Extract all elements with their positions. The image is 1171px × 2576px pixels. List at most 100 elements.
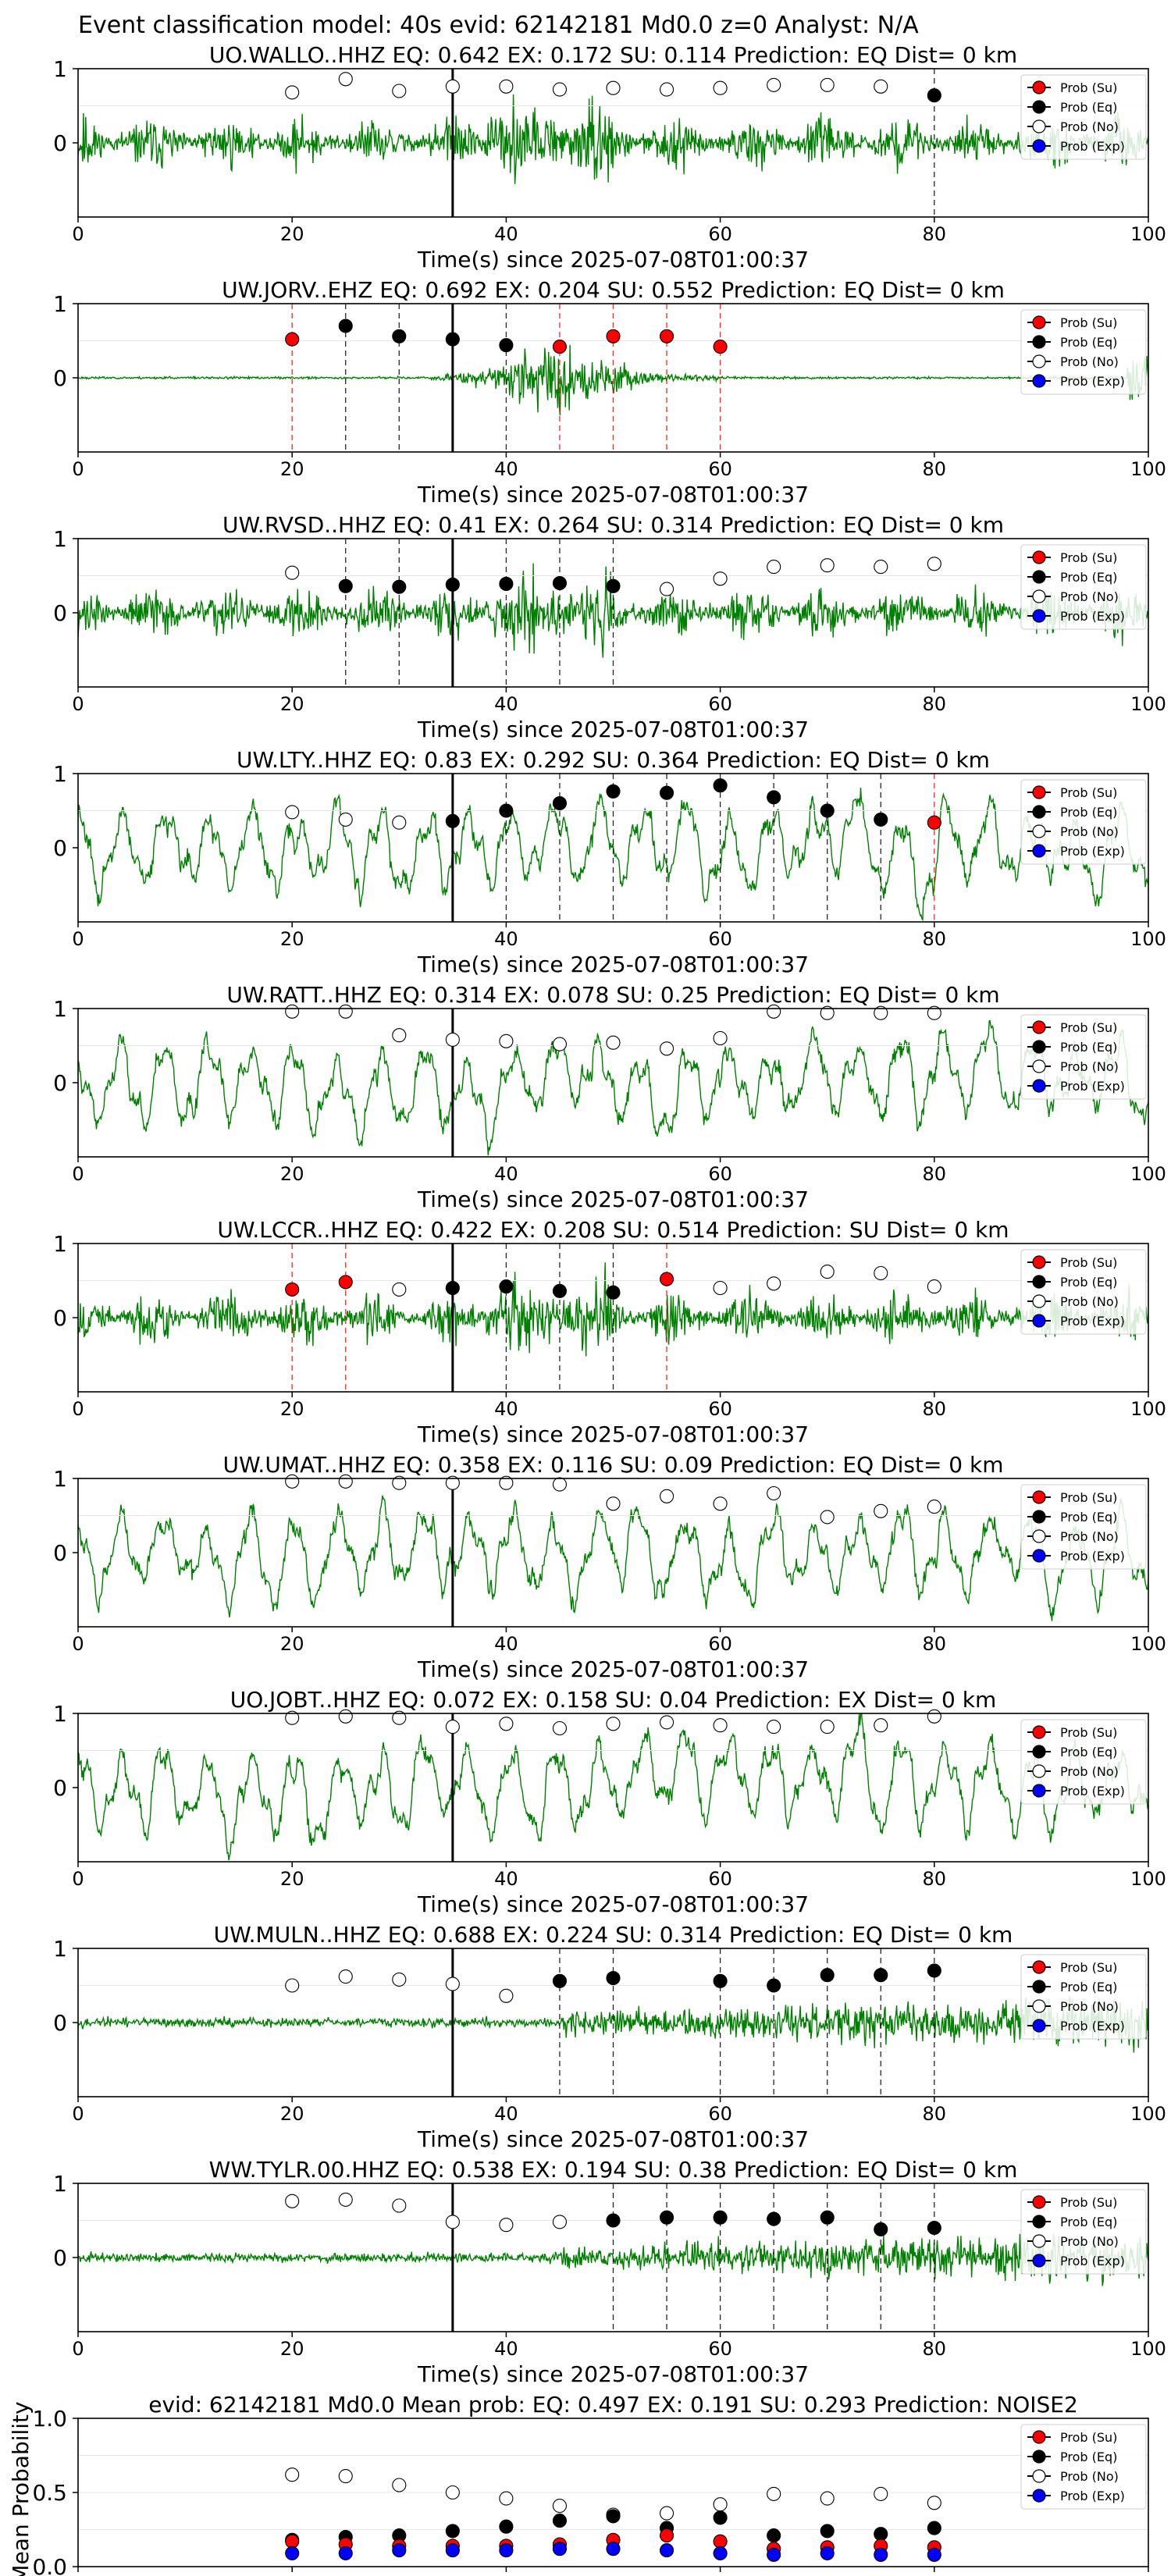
- x-tick-label: 20: [280, 928, 304, 950]
- prob-point-no: [445, 79, 460, 94]
- legend: Prob (Su) Prob (Eq) Prob (No) Prob (Exp): [1020, 74, 1147, 160]
- x-tick-label: 60: [708, 1633, 732, 1655]
- prob-point-no: [713, 1718, 728, 1733]
- legend-marker-exp: [1032, 609, 1046, 623]
- prob-point-su: [927, 815, 941, 830]
- prob-point-no: [285, 1004, 300, 1019]
- y-tick-label: 1: [53, 1936, 67, 1962]
- prob-point-no: [499, 2218, 514, 2233]
- prob-point-no: [445, 1032, 460, 1047]
- legend-marker-exp: [1032, 1549, 1046, 1563]
- prob-point-no: [927, 557, 941, 571]
- legend-marker-no: [1032, 1059, 1046, 1073]
- prob-point-no: [713, 1280, 728, 1296]
- prob-point-no: [499, 1988, 514, 2003]
- legend-marker-su: [1032, 1960, 1046, 1974]
- legend-label-su: Prob (Su): [1060, 2430, 1117, 2445]
- prob-point-eq: [659, 785, 674, 800]
- y-tick-label: 1: [53, 1231, 67, 1257]
- prob-point-no: [338, 1969, 353, 1984]
- x-tick-label: 80: [923, 1633, 947, 1655]
- x-tick-label: 20: [280, 1868, 304, 1890]
- axes-frame: [77, 773, 1149, 923]
- mean-point-eq: [767, 2528, 781, 2543]
- waveform-trace: [78, 788, 1148, 922]
- mean-point-exp: [606, 2542, 621, 2556]
- panel-title: UW.UMAT..HHZ EQ: 0.358 EX: 0.116 SU: 0.0…: [222, 1452, 1003, 1478]
- panel-WW.TYLR.00.HHZ: WW.TYLR.00.HHZ EQ: 0.538 EX: 0.194 SU: 0…: [53, 2157, 1166, 2387]
- y-tick-label: 0.5: [32, 2480, 67, 2506]
- axes-frame: [77, 538, 1149, 688]
- x-axis-label: Time(s) since 2025-07-08T01:00:37: [417, 482, 809, 507]
- prob-point-no: [713, 571, 728, 586]
- prob-point-no: [874, 560, 888, 575]
- mean-point-eq: [927, 2521, 941, 2535]
- prob-point-no: [767, 1276, 781, 1291]
- prob-point-no: [285, 85, 300, 100]
- y-tick-label: 0: [53, 1305, 67, 1331]
- prob-point-no: [338, 1004, 353, 1019]
- x-tick-label: 40: [494, 693, 518, 715]
- mean-point-no: [927, 2496, 941, 2510]
- prob-point-no: [606, 1717, 621, 1731]
- panel-title: UW.LTY..HHZ EQ: 0.83 EX: 0.292 SU: 0.364…: [237, 747, 990, 773]
- x-tick-label: 100: [1130, 2573, 1166, 2576]
- prob-point-no: [767, 1720, 781, 1735]
- prob-point-eq: [445, 577, 460, 592]
- prob-point-su: [659, 329, 674, 343]
- mean-point-no: [392, 2478, 407, 2492]
- legend-label-eq: Prob (Eq): [1060, 1745, 1117, 1759]
- legend-marker-exp: [1032, 2254, 1046, 2268]
- panel-UO.JOBT..HHZ: UO.JOBT..HHZ EQ: 0.072 EX: 0.158 SU: 0.0…: [53, 1687, 1166, 1917]
- legend-marker-no: [1032, 119, 1046, 133]
- legend-frame: [1020, 1954, 1147, 2040]
- prob-point-eq: [392, 329, 407, 343]
- x-tick-label: 80: [923, 1398, 947, 1420]
- x-tick-label: 20: [280, 458, 304, 480]
- legend-marker-exp: [1032, 1079, 1046, 1093]
- prob-point-eq: [499, 803, 514, 818]
- legend-marker-eq: [1032, 2215, 1046, 2229]
- x-tick-label: 100: [1130, 223, 1166, 245]
- y-tick-label: 1: [53, 56, 67, 82]
- legend-label-no: Prob (No): [1060, 2469, 1119, 2484]
- prob-point-no: [552, 2215, 568, 2229]
- y-tick-label: 1: [53, 996, 67, 1022]
- panel-UW.JORV..EHZ: UW.JORV..EHZ EQ: 0.692 EX: 0.204 SU: 0.5…: [53, 277, 1166, 507]
- x-tick-label: 60: [708, 458, 732, 480]
- legend-frame: [1020, 1484, 1147, 1570]
- x-tick-label: 100: [1130, 2103, 1166, 2125]
- prob-point-eq: [606, 1970, 621, 1986]
- x-axis-label: Time(s) since 2025-07-08T01:00:37: [417, 247, 809, 272]
- legend-marker-su: [1032, 550, 1046, 564]
- prob-point-no: [338, 1709, 353, 1724]
- x-tick-label: 40: [494, 2103, 518, 2125]
- y-tick-label: 0: [53, 365, 67, 391]
- x-tick-label: 20: [280, 2573, 304, 2576]
- figure-suptitle: Event classification model: 40s evid: 62…: [78, 12, 919, 39]
- prob-point-eq: [927, 1963, 941, 1978]
- prob-point-eq: [767, 790, 781, 805]
- prob-point-no: [338, 812, 353, 827]
- panel-UW.RVSD..HHZ: UW.RVSD..HHZ EQ: 0.41 EX: 0.264 SU: 0.31…: [53, 512, 1166, 742]
- legend-label-no: Prob (No): [1060, 2234, 1119, 2249]
- mean-point-no: [499, 2491, 514, 2506]
- legend-label-su: Prob (Su): [1060, 1725, 1117, 1740]
- x-tick-label: 40: [494, 1398, 518, 1420]
- prob-point-no: [820, 77, 835, 92]
- legend-label-eq: Prob (Eq): [1060, 335, 1117, 350]
- x-tick-label: 60: [708, 2338, 732, 2360]
- legend-label-no: Prob (No): [1060, 1764, 1119, 1779]
- panel-title: UO.WALLO..HHZ EQ: 0.642 EX: 0.172 SU: 0.…: [209, 42, 1017, 68]
- prob-point-no: [499, 1717, 514, 1731]
- legend: Prob (Su) Prob (Eq) Prob (No) Prob (Exp): [1020, 1954, 1147, 2040]
- x-tick-label: 40: [494, 1868, 518, 1890]
- legend-label-eq: Prob (Eq): [1060, 100, 1117, 115]
- x-tick-label: 40: [494, 2338, 518, 2360]
- mean-point-eq: [445, 2524, 460, 2539]
- legend-marker-exp: [1032, 374, 1046, 388]
- legend-label-exp: Prob (Exp): [1060, 1549, 1125, 1564]
- mean-point-su: [659, 2528, 674, 2543]
- prob-point-eq: [499, 1279, 514, 1294]
- legend-frame: [1020, 2189, 1147, 2275]
